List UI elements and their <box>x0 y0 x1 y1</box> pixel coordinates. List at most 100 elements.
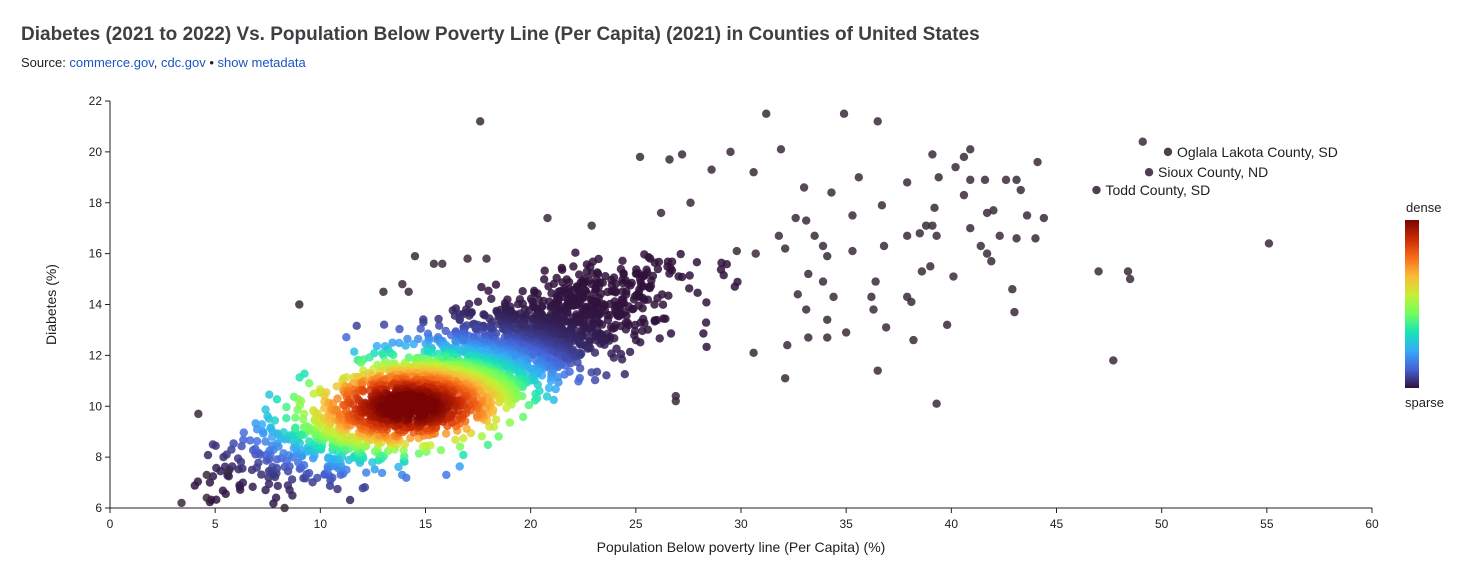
data-point[interactable] <box>608 324 618 333</box>
data-point[interactable] <box>389 350 398 360</box>
data-point[interactable] <box>360 483 370 492</box>
outlier-point[interactable] <box>802 305 811 314</box>
outlier-point[interactable] <box>951 162 960 172</box>
outlier-point[interactable] <box>932 399 941 408</box>
data-point[interactable] <box>587 368 596 377</box>
outlier-point[interactable] <box>966 145 975 154</box>
outlier-point[interactable] <box>677 150 687 159</box>
data-point[interactable] <box>257 470 266 479</box>
outlier-point[interactable] <box>841 328 851 337</box>
outlier-point[interactable] <box>909 335 918 345</box>
data-point[interactable] <box>212 495 221 504</box>
outlier-point[interactable] <box>827 188 836 197</box>
data-point[interactable] <box>551 384 560 394</box>
data-point[interactable] <box>544 383 554 393</box>
outlier-point[interactable] <box>671 396 680 406</box>
data-point[interactable] <box>618 278 628 288</box>
data-point[interactable] <box>459 434 468 443</box>
data-point[interactable] <box>291 413 300 422</box>
outlier-point[interactable] <box>726 147 735 157</box>
data-point[interactable] <box>483 440 493 450</box>
data-point[interactable] <box>336 410 345 419</box>
data-point[interactable] <box>426 441 435 450</box>
data-point[interactable] <box>239 428 248 437</box>
data-point[interactable] <box>603 315 613 325</box>
outlier-point[interactable] <box>873 117 882 126</box>
outlier-point[interactable] <box>848 246 857 256</box>
outlier-point[interactable] <box>1123 267 1133 276</box>
data-point[interactable] <box>284 451 294 460</box>
outlier-point[interactable] <box>587 221 596 230</box>
data-point[interactable] <box>540 266 549 275</box>
outlier-point[interactable] <box>848 211 857 220</box>
data-point[interactable] <box>282 402 291 412</box>
data-point[interactable] <box>455 315 464 325</box>
outlier-point[interactable] <box>934 173 943 182</box>
data-point[interactable] <box>638 304 647 313</box>
data-point[interactable] <box>362 468 371 477</box>
data-point[interactable] <box>601 272 610 281</box>
data-point[interactable] <box>542 392 552 401</box>
data-point[interactable] <box>574 377 583 386</box>
outlier-point[interactable] <box>776 145 786 154</box>
data-point[interactable] <box>282 414 291 423</box>
data-point[interactable] <box>208 472 218 481</box>
outlier-point[interactable] <box>1022 211 1032 220</box>
outlier-point[interactable] <box>1109 356 1118 365</box>
data-point[interactable] <box>625 347 635 357</box>
outlier-point[interactable] <box>686 198 695 207</box>
data-point[interactable] <box>257 420 267 429</box>
data-point[interactable] <box>475 325 484 334</box>
outlier-point[interactable] <box>995 231 1004 241</box>
outlier-point[interactable] <box>823 315 832 324</box>
labeled-point[interactable] <box>1163 147 1173 157</box>
data-point[interactable] <box>602 371 611 380</box>
data-point[interactable] <box>291 423 300 432</box>
outlier-point[interactable] <box>780 244 790 253</box>
outlier-point[interactable] <box>928 221 937 230</box>
data-point[interactable] <box>618 256 627 265</box>
data-point[interactable] <box>655 334 664 343</box>
outlier-point[interactable] <box>177 498 186 508</box>
data-point[interactable] <box>403 334 412 344</box>
outlier-point[interactable] <box>823 333 832 342</box>
data-point[interactable] <box>294 458 303 467</box>
outlier-point[interactable] <box>839 109 849 118</box>
outlier-point[interactable] <box>404 287 413 296</box>
data-point[interactable] <box>261 437 270 446</box>
source-link-cdc[interactable]: cdc.gov <box>160 55 206 70</box>
data-point[interactable] <box>228 462 237 471</box>
outlier-point[interactable] <box>398 279 407 289</box>
outlier-point[interactable] <box>295 300 304 309</box>
data-point[interactable] <box>650 317 659 326</box>
data-point[interactable] <box>372 341 382 351</box>
data-point[interactable] <box>345 495 355 505</box>
data-point[interactable] <box>598 320 607 329</box>
outlier-point[interactable] <box>930 203 939 213</box>
outlier-point[interactable] <box>429 259 439 268</box>
data-point[interactable] <box>620 370 629 379</box>
outlier-point[interactable] <box>1039 213 1049 223</box>
data-point[interactable] <box>477 432 487 441</box>
data-point[interactable] <box>442 470 451 480</box>
data-point[interactable] <box>638 326 647 336</box>
data-point[interactable] <box>265 390 274 399</box>
data-point[interactable] <box>342 406 351 415</box>
data-point[interactable] <box>494 432 503 441</box>
data-point[interactable] <box>477 282 486 292</box>
data-point[interactable] <box>564 277 574 287</box>
data-point[interactable] <box>436 446 446 455</box>
data-point[interactable] <box>558 265 567 274</box>
outlier-point[interactable] <box>1031 234 1040 243</box>
outlier-point[interactable] <box>1016 185 1025 195</box>
data-point[interactable] <box>640 296 649 305</box>
data-point[interactable] <box>358 387 368 396</box>
data-point[interactable] <box>502 403 511 413</box>
data-point[interactable] <box>569 262 578 271</box>
data-point[interactable] <box>492 415 501 424</box>
data-point[interactable] <box>533 289 542 298</box>
outlier-point[interactable] <box>783 341 792 350</box>
data-point[interactable] <box>518 287 527 296</box>
outlier-point[interactable] <box>410 251 420 261</box>
data-point[interactable] <box>427 349 436 358</box>
